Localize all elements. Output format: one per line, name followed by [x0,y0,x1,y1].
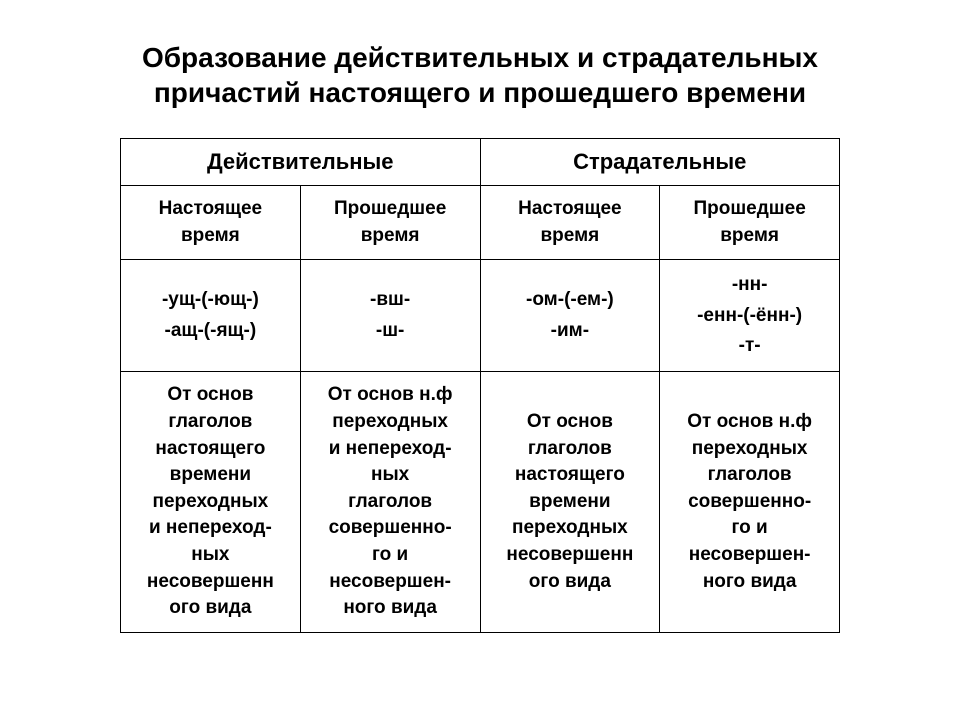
subheader-past-passive: Прошедшее время [660,186,840,260]
suffix-cell: -вш- -ш- [300,260,480,372]
subheader-past-active: Прошедшее время [300,186,480,260]
table-row: -ущ-(-ющ-) -ащ-(-ящ-) -вш- -ш- -ом-(-ем-… [121,260,840,372]
header-passive: Страдательные [480,139,840,186]
title-line-1: Образование действительных и страдательн… [142,42,818,73]
suffix-cell: -ущ-(-ющ-) -ащ-(-ящ-) [121,260,301,372]
desc-cell: От основ н.ф переходных и непереход- ных… [300,372,480,632]
desc-cell: От основ глаголов настоящего времени пер… [480,372,660,632]
participle-table: Действительные Страдательные Настоящее в… [120,138,840,633]
table-row: Настоящее время Прошедшее время Настояще… [121,186,840,260]
desc-cell: От основ глаголов настоящего времени пер… [121,372,301,632]
table-row: От основ глаголов настоящего времени пер… [121,372,840,632]
suffix-cell: -нн- -енн-(-ённ-) -т- [660,260,840,372]
table-row: Действительные Страдательные [121,139,840,186]
subheader-present-passive: Настоящее время [480,186,660,260]
page: Образование действительных и страдательн… [0,0,960,720]
header-active: Действительные [121,139,481,186]
subheader-present-active: Настоящее время [121,186,301,260]
title-line-2: причастий настоящего и прошедшего времен… [154,77,806,108]
page-title: Образование действительных и страдательн… [80,40,880,110]
suffix-cell: -ом-(-ем-) -им- [480,260,660,372]
desc-cell: От основ н.ф переходных глаголов соверше… [660,372,840,632]
